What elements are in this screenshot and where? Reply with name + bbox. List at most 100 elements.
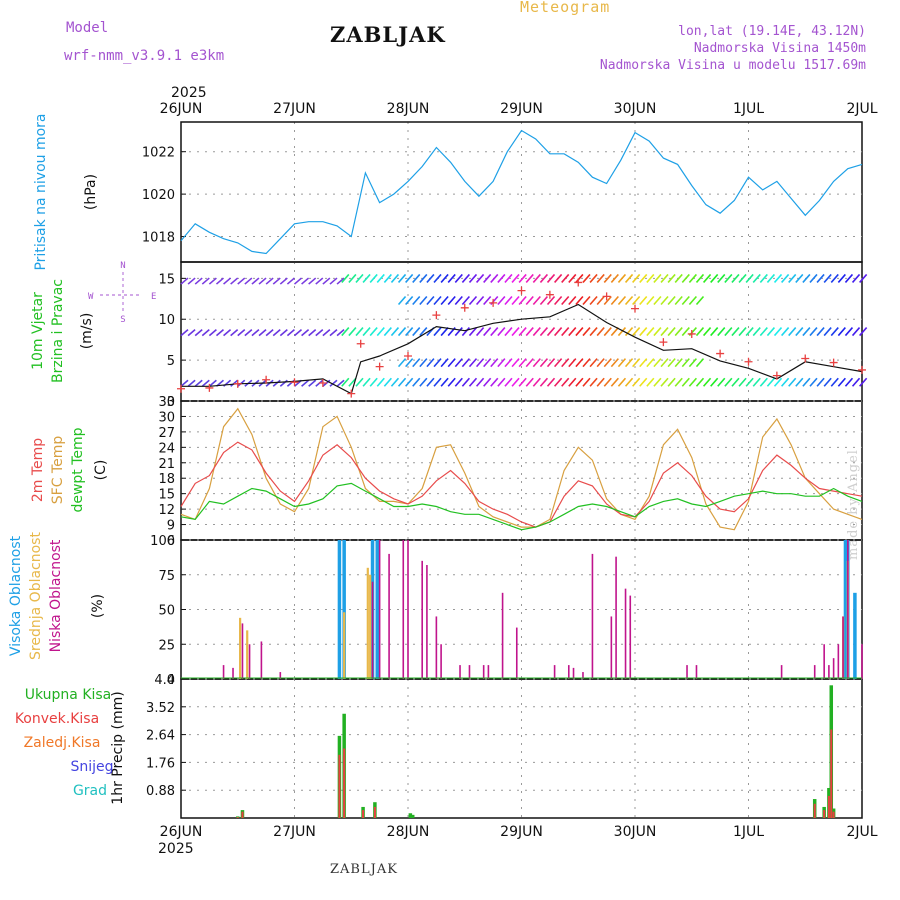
low-cloud-bar [686, 665, 688, 679]
y-tick-label: 3.52 [146, 701, 175, 716]
wind-barb [258, 277, 267, 285]
wind-barb [717, 377, 726, 387]
wind-barb [788, 273, 797, 283]
low-cloud-bar [582, 672, 584, 679]
gust-marker [460, 303, 469, 312]
wind-barb [667, 295, 676, 306]
wind-barb [201, 277, 210, 285]
wind-barb [561, 377, 570, 387]
wind-barb [653, 327, 662, 337]
wind-barb [511, 327, 520, 337]
wind-legend-e: E [151, 292, 156, 302]
wind-barb [681, 273, 690, 283]
wind-barb [632, 327, 641, 337]
wind-barb [490, 327, 499, 337]
y-tick-label: 4.4 [154, 673, 175, 688]
wind-barb [412, 295, 421, 306]
wind-barb [681, 358, 690, 368]
low-cloud-bar [591, 553, 594, 679]
conv-precip-bar [823, 810, 826, 818]
wind-barb [554, 327, 563, 337]
wind-barb [201, 328, 210, 337]
wind-barb [596, 295, 605, 306]
gust-marker [858, 365, 866, 374]
wind-barb [447, 273, 456, 283]
wind-barb [426, 377, 435, 387]
wind-barb [383, 377, 392, 387]
wind-barb [265, 328, 274, 337]
low-cloud-bar [695, 665, 698, 679]
wind-barb [454, 358, 463, 368]
wind-barb [561, 358, 570, 368]
wind-barb [322, 277, 331, 285]
wind-barb [582, 273, 591, 283]
wind-barb [688, 358, 697, 368]
wind-barb [816, 273, 825, 283]
low-cloud-bar [780, 665, 783, 679]
wind-barb [518, 358, 527, 368]
high-cloud-bar [843, 540, 848, 679]
wind-barb [624, 295, 634, 306]
wind-barb [554, 358, 563, 368]
wind-barb [475, 358, 485, 368]
wind-barb [688, 295, 697, 306]
wind-barb [383, 273, 392, 283]
wind-barb [258, 328, 267, 337]
wind-barb [539, 377, 549, 387]
wind-barb [646, 295, 655, 306]
date-label-bottom: 29JUN [500, 824, 543, 840]
date-label-top: 26JUN [160, 101, 203, 117]
wind-barb [223, 328, 232, 337]
wind-barb [497, 327, 506, 337]
gust-marker [716, 349, 725, 358]
wind-barb [554, 295, 563, 306]
wind-barb [341, 377, 350, 387]
low-cloud-bar [842, 616, 844, 679]
gust-marker [687, 329, 696, 338]
wind-barb [710, 327, 719, 337]
wind-barb [738, 273, 747, 283]
wind-barb [348, 273, 357, 283]
wind-barb [646, 327, 655, 337]
wind-barb [617, 358, 627, 368]
wind-barb [468, 273, 478, 283]
wind-barb [617, 327, 627, 337]
low-cloud-bar [487, 665, 490, 679]
conv-precip-bar [832, 811, 835, 818]
wind-barb [397, 273, 407, 283]
low-cloud-bar [567, 665, 570, 679]
conv-precip-bar [362, 810, 365, 818]
wind-barb [759, 273, 768, 283]
wind-barb [518, 327, 527, 337]
wind-barb [454, 327, 463, 337]
wind-barb [688, 377, 697, 387]
wind-barb [490, 358, 499, 368]
wind-barb [639, 273, 648, 283]
low-cloud-bar [279, 672, 282, 679]
wind-barb [194, 379, 203, 387]
wind-barb [440, 377, 449, 387]
sfc-temp-axis-title: SFC Temp [50, 436, 66, 505]
wind-barb [497, 377, 506, 387]
wind-barb [837, 377, 846, 387]
gust-marker [318, 379, 327, 388]
wind-barb [272, 277, 281, 285]
wind-barb [795, 377, 804, 387]
wind-barb [426, 358, 435, 368]
wind-barb [759, 377, 768, 387]
gust-marker [356, 339, 365, 348]
wind-barb [390, 273, 400, 283]
gust-marker [772, 371, 781, 380]
wind-barb [646, 273, 655, 283]
wind-barb [230, 328, 239, 337]
y-tick-label: 6 [167, 534, 175, 549]
wind-barb [539, 273, 549, 283]
meteogram-label: Meteogram [520, 0, 611, 16]
conv-precip-bar [241, 811, 244, 818]
panel-frame-3 [180, 400, 863, 541]
wind-barb [582, 358, 591, 368]
wind-barb [859, 327, 868, 337]
wind-barb [610, 295, 619, 306]
gust-marker [375, 362, 384, 371]
